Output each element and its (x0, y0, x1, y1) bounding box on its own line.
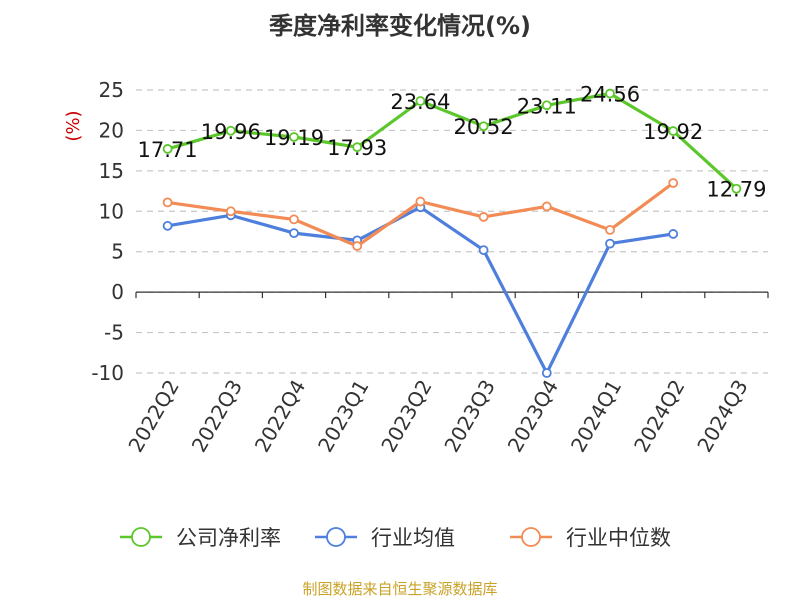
x-tick-label: 2024Q2 (629, 376, 689, 457)
data-point (352, 241, 363, 251)
data-point (731, 183, 742, 194)
x-tick-label: 2022Q2 (123, 376, 183, 457)
y-tick-label: -10 (91, 361, 124, 385)
x-tick-label: 2024Q3 (692, 376, 752, 457)
x-tick-label: 2023Q2 (376, 376, 436, 457)
data-label: 23.11 (517, 94, 577, 118)
x-tick-label: 2022Q3 (187, 376, 247, 457)
data-point (415, 96, 426, 106)
y-tick-label: -5 (104, 321, 124, 345)
data-point (162, 144, 173, 154)
legend-label: 公司净利率 (176, 526, 281, 550)
data-point (289, 214, 299, 225)
series-line (167, 205, 674, 375)
x-tick-label: 2022Q4 (250, 376, 310, 457)
data-point (225, 125, 236, 136)
data-point (668, 178, 679, 188)
data-label: 17.93 (327, 136, 387, 160)
data-point (605, 88, 615, 99)
data-point (225, 206, 236, 217)
y-tick-label: 10 (99, 199, 124, 223)
source-note: 制图数据来自恒生聚源数据库 (302, 580, 497, 598)
y-tick-label: 5 (111, 240, 124, 264)
data-label: 20.52 (454, 115, 514, 139)
legend-label: 行业均值 (371, 526, 455, 550)
data-point (668, 126, 679, 136)
y-tick-label: 20 (99, 118, 124, 142)
legend-swatch-marker (131, 527, 151, 547)
legend-label: 行业中位数 (566, 526, 671, 550)
x-tick-label: 2023Q3 (439, 375, 499, 456)
data-point (478, 245, 489, 255)
data-point (478, 121, 489, 132)
data-point (541, 368, 552, 378)
y-unit-label: (%) (63, 110, 84, 141)
data-point (352, 142, 363, 153)
data-point (605, 224, 615, 235)
data-point (541, 201, 552, 212)
data-point (668, 229, 679, 239)
data-label: 23.64 (390, 90, 450, 114)
y-tick-label: 25 (99, 78, 124, 102)
legend: 公司净利率 行业均值 行业中位数 (120, 526, 671, 550)
data-point (289, 228, 299, 239)
data-point (541, 100, 552, 111)
data-label: 17.71 (138, 138, 198, 162)
data-label: 24.56 (580, 83, 640, 107)
data-label: 12.79 (706, 178, 766, 202)
legend-swatch-marker (326, 527, 346, 547)
data-point (605, 238, 615, 249)
data-label: 19.96 (201, 120, 261, 144)
data-point (162, 197, 173, 208)
x-tick-label: 2023Q1 (313, 376, 373, 457)
legend-swatch-marker (521, 527, 541, 547)
data-label: 19.92 (643, 120, 703, 144)
x-tick-label: 2023Q4 (503, 376, 563, 457)
series-layer (162, 88, 742, 378)
series-line (167, 181, 675, 248)
series-line (167, 92, 738, 190)
y-tick-label: 15 (99, 159, 124, 183)
y-tick-label: 0 (111, 280, 124, 304)
data-point (478, 212, 489, 222)
chart-title: 季度净利率变化情况(%) (269, 12, 531, 40)
data-point (162, 220, 173, 231)
data-label: 19.19 (264, 126, 324, 150)
data-point (289, 132, 299, 142)
data-point (415, 196, 426, 207)
x-tick-label: 2024Q1 (566, 376, 626, 457)
